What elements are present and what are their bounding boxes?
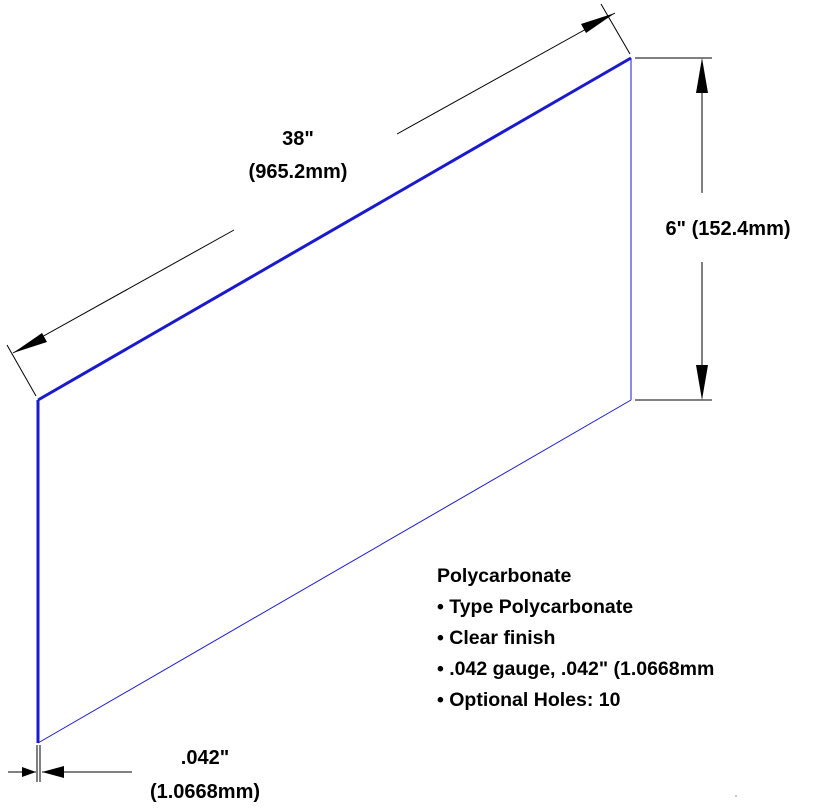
panel-top-edge <box>37 56 632 402</box>
thickness-imperial-label: .042" <box>181 747 229 769</box>
spec-notes: Polycarbonate • Type Polycarbonate • Cle… <box>437 565 714 711</box>
spec-item-gauge: • .042 gauge, .042" (1.0668mm <box>437 658 714 680</box>
length-extension-right <box>600 3 631 55</box>
spec-item-finish: • Clear finish <box>437 627 555 649</box>
length-dimension-line-left <box>12 229 235 354</box>
panel-outline <box>36 56 632 744</box>
height-dimension: 6" (152.4mm) <box>635 57 791 401</box>
thickness-metric-label: (1.0668mm) <box>150 781 260 803</box>
spec-item-holes: • Optional Holes: 10 <box>437 689 621 711</box>
panel-bottom-edge <box>37 399 632 744</box>
length-dimension: 38" (965.2mm) <box>6 3 631 397</box>
thickness-arrow-left <box>22 767 36 777</box>
height-arrow-bottom <box>696 365 708 400</box>
length-extension-left <box>6 344 37 397</box>
length-metric-label: (965.2mm) <box>249 161 348 183</box>
length-arrow-left <box>13 333 47 353</box>
length-arrow-right <box>581 13 615 33</box>
spec-title: Polycarbonate <box>437 565 572 587</box>
thickness-dimension: .042" (1.0668mm) <box>8 745 260 803</box>
height-arrow-top <box>696 58 708 93</box>
thickness-arrow-right <box>42 766 64 778</box>
length-dimension-line-right <box>396 12 616 135</box>
height-label: 6" (152.4mm) <box>665 218 790 240</box>
spec-item-type: • Type Polycarbonate <box>437 596 633 618</box>
length-imperial-label: 38" <box>282 128 314 150</box>
stray-dot <box>735 795 737 797</box>
